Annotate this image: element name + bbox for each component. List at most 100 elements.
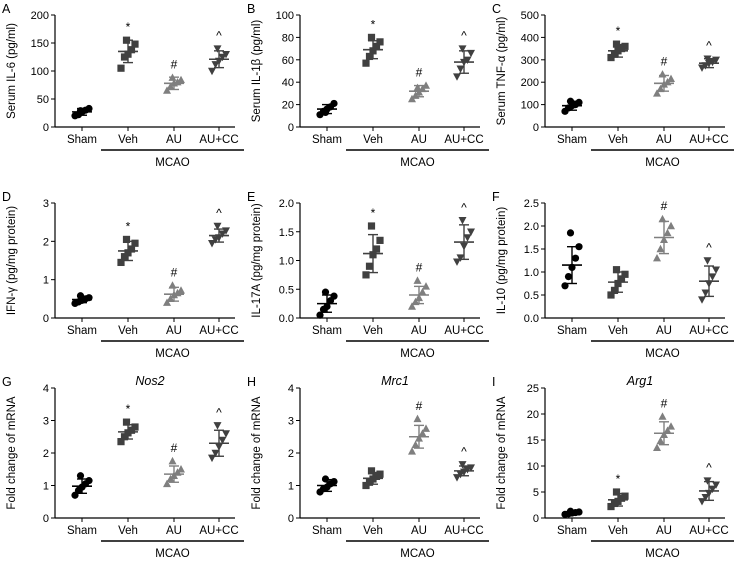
data-point — [621, 270, 629, 278]
y-tick-label: 3 — [43, 198, 49, 210]
y-tick-label: 2.0 — [524, 221, 539, 233]
data-point — [362, 271, 370, 279]
y-tick-label: 10 — [527, 461, 539, 473]
data-point — [458, 461, 467, 469]
panel-letter: G — [2, 375, 12, 389]
data-point — [131, 239, 139, 247]
data-point — [658, 412, 667, 420]
y-tick-label: 1.5 — [279, 227, 294, 239]
x-tick-label-veh: Veh — [118, 525, 138, 537]
significance-mark: ^ — [461, 29, 467, 43]
data-point — [372, 42, 381, 50]
data-point — [575, 98, 583, 106]
panel-letter: B — [247, 2, 255, 16]
x-tick-label-veh: Veh — [608, 134, 628, 146]
y-tick-label: 2.5 — [524, 198, 539, 210]
y-tick-label: 0 — [288, 122, 294, 134]
x-tick-label-veh: Veh — [118, 325, 138, 337]
x-tick-label-aucc: AU+CC — [444, 134, 483, 146]
panel-c: C 0 100 200 300 400 500 Serum TNF-α (pg/ml) Sham… — [492, 2, 734, 169]
data-point — [701, 289, 710, 297]
series-au: # — [408, 261, 430, 310]
significance-mark: # — [416, 261, 423, 275]
y-tick-label: 1.0 — [279, 256, 294, 268]
data-point — [467, 49, 475, 58]
y-tick-label: 100 — [521, 100, 539, 112]
panel-letter: F — [492, 190, 500, 204]
data-point — [367, 222, 376, 230]
series-au: # — [408, 399, 430, 455]
data-point — [117, 258, 125, 267]
y-tick-label: 500 — [521, 10, 539, 22]
data-point — [712, 481, 720, 489]
x-tick-label-sham: Sham — [67, 134, 97, 146]
significance-mark: * — [126, 20, 131, 34]
data-point — [367, 467, 376, 475]
series-aucc: ^ — [453, 444, 475, 482]
data-point — [168, 456, 177, 465]
data-point — [213, 222, 222, 231]
series-veh: * — [362, 17, 384, 67]
group-label: MCAO — [155, 157, 190, 169]
x-tick-label-veh: Veh — [363, 325, 383, 337]
x-tick-label-aucc: AU+CC — [199, 325, 238, 337]
data-point — [177, 465, 185, 473]
data-point — [418, 287, 427, 296]
data-point — [571, 254, 580, 262]
group-label: MCAO — [645, 548, 680, 560]
series-au: # — [408, 66, 430, 103]
series-sham — [71, 472, 93, 499]
panel-a: A 0 50 100 150 200 Serum IL-6 (pg/ml) Sham Veh AU… — [2, 2, 244, 169]
data-point — [122, 418, 131, 426]
data-point — [663, 228, 672, 237]
series-sham — [316, 99, 338, 119]
y-tick-label: 1 — [288, 481, 294, 493]
series-veh — [362, 467, 384, 490]
data-point — [612, 266, 621, 274]
data-point — [656, 436, 665, 445]
x-tick-label-veh: Veh — [608, 325, 628, 337]
x-tick-label-aucc: AU+CC — [444, 325, 483, 337]
significance-mark: ^ — [706, 241, 712, 255]
y-tick-label: 1.5 — [524, 244, 539, 256]
panel-letter: E — [247, 190, 255, 204]
data-point — [703, 257, 712, 265]
y-tick-label: 40 — [282, 77, 294, 89]
y-tick-label: 0.5 — [279, 284, 294, 296]
data-point — [458, 217, 467, 225]
x-tick-label-au: AU — [411, 134, 427, 146]
data-point — [321, 288, 330, 296]
data-point — [76, 292, 85, 300]
x-tick-label-sham: Sham — [557, 134, 587, 146]
x-tick-label-veh: Veh — [363, 525, 383, 537]
series-aucc: ^ — [698, 461, 720, 506]
x-tick-label-sham: Sham — [312, 525, 342, 537]
series-aucc: ^ — [698, 241, 720, 304]
y-tick-label: 200 — [521, 77, 539, 89]
data-point — [413, 83, 422, 91]
panel-letter: A — [2, 2, 11, 16]
y-tick-label: 0 — [43, 313, 49, 325]
data-point — [208, 67, 216, 76]
data-point — [211, 449, 220, 458]
data-point — [422, 282, 430, 290]
y-tick-label: 300 — [521, 55, 539, 67]
data-point — [365, 262, 374, 270]
data-point — [166, 294, 175, 303]
series-au: # — [653, 54, 675, 97]
significance-mark: # — [661, 54, 668, 68]
panel-d: D 0 1 2 3 IFN-γ (pg/mg protein) Sham Veh AU AU+CC… — [2, 190, 244, 360]
data-point — [408, 302, 416, 310]
data-point — [667, 422, 675, 430]
y-tick-label: 3 — [288, 416, 294, 428]
data-point — [222, 51, 230, 59]
y-tick-label: 20 — [282, 100, 294, 112]
significance-mark: ^ — [216, 29, 222, 43]
y-tick-label: 1 — [43, 481, 49, 493]
significance-mark: * — [371, 17, 376, 31]
panel-b: B 0 20 40 60 80 100 Serum IL-1β (pg/ml) Sham Veh A… — [247, 2, 489, 169]
data-point — [621, 42, 629, 50]
data-point — [453, 258, 461, 266]
y-tick-label: 4 — [43, 383, 49, 395]
data-point — [453, 73, 461, 81]
